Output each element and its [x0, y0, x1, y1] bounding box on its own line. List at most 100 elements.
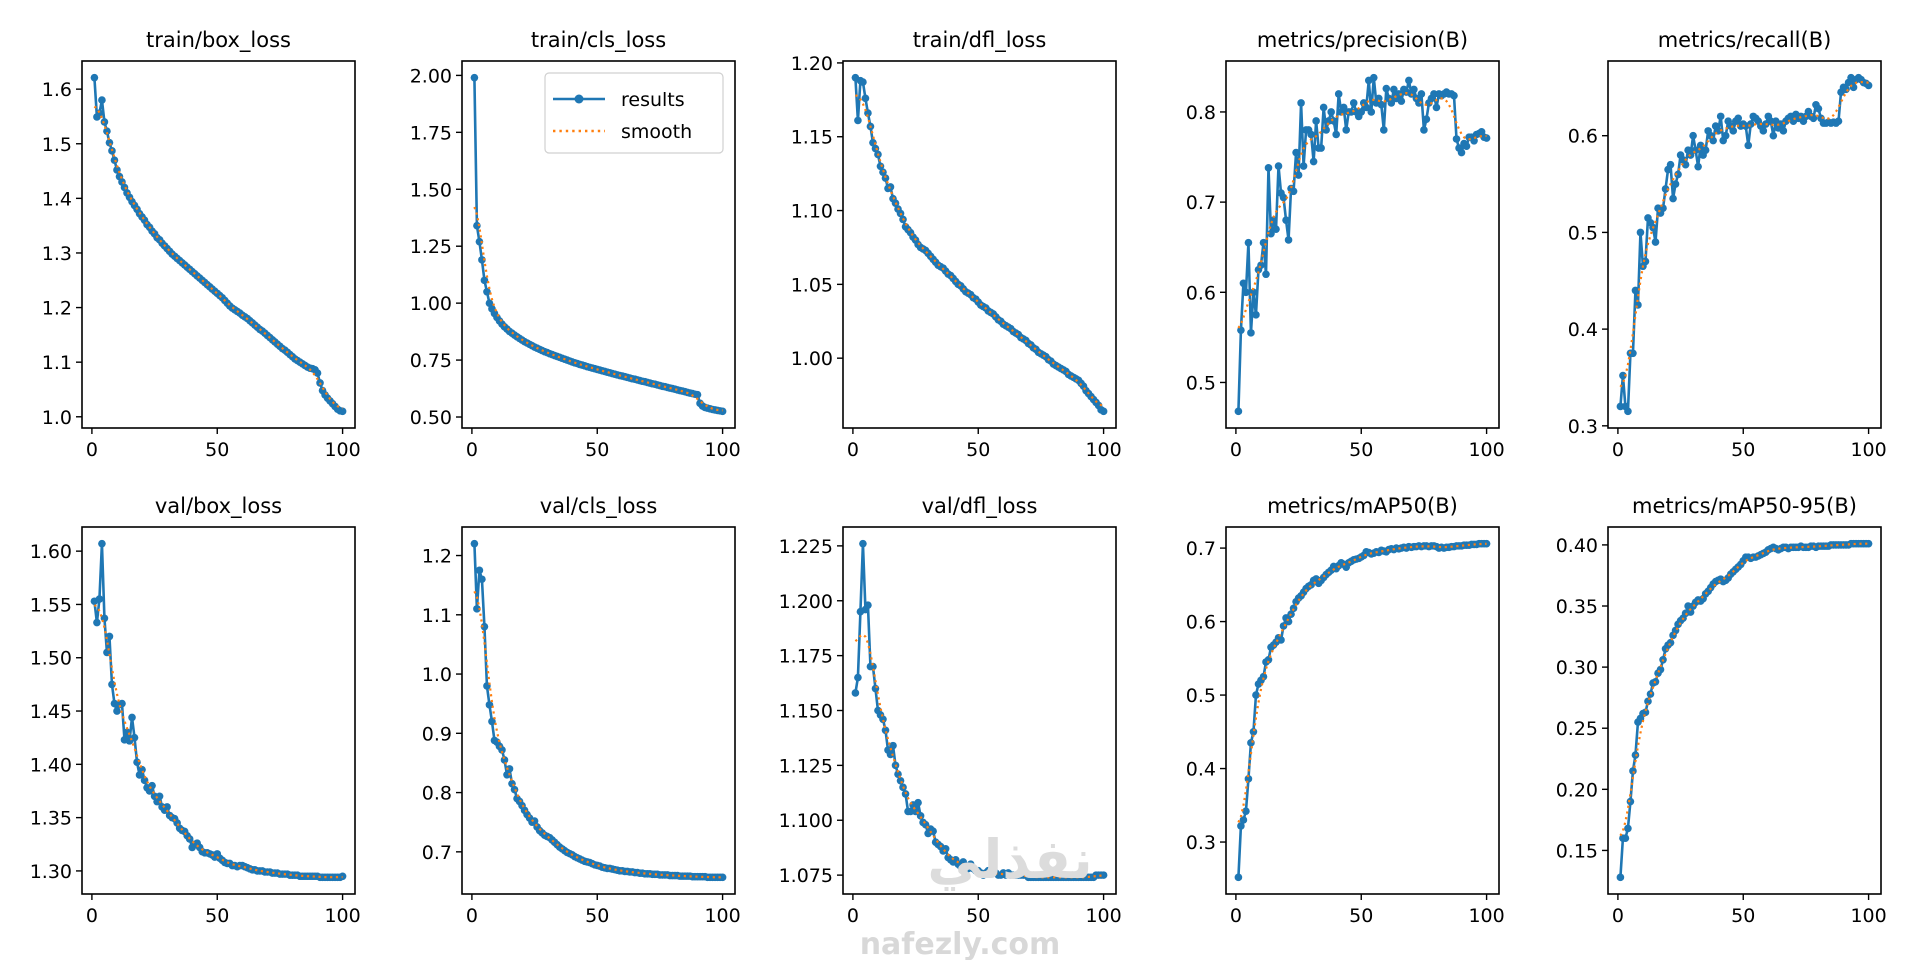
results-point	[1624, 824, 1632, 833]
results-point	[1279, 193, 1288, 202]
results-point	[929, 827, 937, 836]
y-tick-label: 1.0	[42, 407, 72, 429]
y-tick-label: 0.7	[1186, 192, 1216, 214]
x-tick-label: 0	[847, 439, 859, 461]
results-point	[1264, 164, 1273, 172]
results-point	[1814, 104, 1823, 113]
y-tick-label: 0.6	[1186, 282, 1216, 304]
results-point	[470, 539, 479, 548]
y-tick-label: 0.40	[1556, 535, 1598, 557]
results-point	[113, 707, 121, 715]
results-point	[1262, 270, 1270, 279]
smooth-line	[93, 604, 343, 879]
axes-frame	[1607, 526, 1882, 895]
subplot-title: train/box_loss	[146, 28, 291, 53]
results-point	[503, 770, 511, 779]
results-point	[1641, 708, 1650, 717]
y-tick-label: 1.10	[791, 201, 833, 223]
results-point	[1317, 144, 1325, 152]
results-point	[1349, 99, 1358, 107]
results-point	[1294, 171, 1303, 179]
results-point	[1405, 76, 1413, 85]
y-tick-label: 1.05	[791, 274, 833, 296]
results-point	[1864, 539, 1873, 548]
y-tick-label: 1.150	[779, 701, 833, 723]
results-point	[886, 750, 895, 759]
results-point	[338, 872, 347, 881]
results-point	[105, 632, 114, 641]
y-tick-label: 0.5	[1186, 372, 1216, 394]
results-point	[1380, 126, 1388, 134]
smooth-line	[854, 94, 1104, 407]
results-point	[478, 256, 486, 264]
results-point	[1297, 99, 1305, 107]
results-point	[1292, 148, 1300, 157]
results-point	[475, 237, 484, 246]
results-point	[478, 575, 486, 584]
results-point	[1342, 126, 1351, 134]
results-point	[1284, 236, 1293, 244]
results-point	[1809, 114, 1818, 123]
results-point	[530, 817, 539, 825]
results-point	[1729, 127, 1738, 135]
y-tick-label: 1.175	[779, 646, 833, 668]
results-point	[480, 276, 489, 285]
results-point	[108, 680, 116, 689]
results-point	[881, 726, 890, 735]
results-point	[854, 673, 862, 682]
x-tick-label: 50	[205, 439, 229, 461]
y-tick-label: 1.40	[30, 754, 72, 776]
results-point	[1272, 225, 1280, 233]
x-tick-label: 0	[1230, 439, 1242, 461]
results-point	[1666, 638, 1675, 647]
results-point	[1390, 85, 1398, 94]
results-point	[1319, 103, 1328, 112]
results-point	[1237, 822, 1245, 830]
results-point	[473, 221, 481, 230]
results-point	[1387, 99, 1396, 107]
results-point	[896, 776, 905, 785]
results-point	[498, 746, 506, 754]
y-tick-label: 0.5	[1186, 685, 1216, 707]
x-tick-label: 0	[847, 905, 859, 927]
subplot-train-cls-loss: train/cls_loss 0.50 0.75 1.00 1.25 1.50 1.75 2.…	[410, 28, 741, 461]
results-point	[90, 73, 99, 82]
results-point	[1377, 100, 1386, 109]
y-tick-label: 1.1	[42, 352, 72, 374]
y-tick-label: 0.6	[1568, 126, 1598, 148]
results-point	[1420, 126, 1428, 134]
results-point	[718, 407, 727, 416]
results-point	[1277, 636, 1285, 644]
results-point	[505, 765, 514, 773]
axes-frame	[842, 60, 1117, 429]
results-point	[488, 717, 496, 726]
y-tick-label: 1.55	[30, 594, 72, 616]
results-point	[1744, 141, 1753, 150]
results-point	[1721, 131, 1730, 140]
y-tick-label: 0.4	[1568, 319, 1598, 341]
results-point	[1234, 873, 1243, 882]
results-point	[1259, 672, 1268, 681]
results-point	[155, 792, 164, 801]
x-tick-label: 50	[1349, 439, 1373, 461]
y-tick-label: 0.3	[1186, 832, 1216, 854]
results-point	[1686, 608, 1695, 616]
results-point	[470, 73, 479, 82]
axes-frame	[81, 526, 356, 895]
y-tick-label: 1.50	[30, 648, 72, 670]
y-tick-label: 0.50	[410, 407, 452, 429]
results-point	[1701, 146, 1710, 155]
y-tick-label: 1.200	[779, 591, 833, 613]
subplot-metrics-map50-95-b-: metrics/mAP50-95(B) 0.15 0.20 0.25 0.30 0.35 0…	[1556, 494, 1887, 927]
results-point	[1432, 103, 1441, 112]
results-point	[1357, 108, 1366, 116]
results-point	[110, 156, 119, 164]
y-tick-label: 1.25	[410, 236, 452, 258]
results-point	[1759, 127, 1768, 135]
legend-box	[544, 72, 724, 154]
results-point	[1282, 216, 1290, 224]
x-tick-label: 100	[1850, 439, 1886, 461]
results-point	[1834, 117, 1843, 125]
results-point	[1629, 767, 1637, 775]
results-point	[485, 701, 494, 709]
